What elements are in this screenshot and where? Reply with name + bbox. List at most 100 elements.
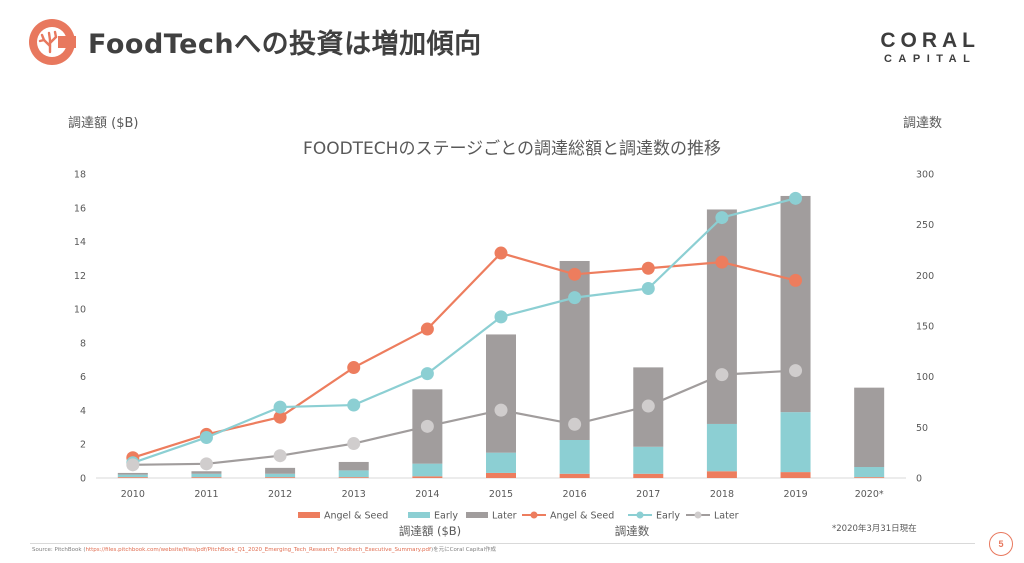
bar-angel-seed (706, 471, 737, 478)
x-tick-label: 2017 (636, 489, 660, 500)
bar-later (486, 334, 516, 453)
marker-early (494, 310, 508, 324)
page-number: 5 (989, 532, 1013, 556)
marker-later (641, 399, 655, 413)
y2-tick-label: 300 (916, 170, 934, 181)
marker-angel-seed (789, 273, 803, 287)
bar-later (265, 467, 296, 474)
bar-early (559, 440, 590, 474)
legend-label: Later (714, 511, 739, 522)
x-tick-label: 2013 (342, 489, 366, 500)
y2-tick-label: 150 (916, 322, 934, 333)
legend-swatch-marker-early (636, 511, 644, 519)
bar-early (633, 446, 664, 474)
legend-label: Angel & Seed (550, 511, 614, 522)
brand-line-2: CAPITAL (883, 53, 977, 65)
marker-later (347, 437, 361, 451)
legend-swatch-bar-early (408, 512, 430, 518)
brand-line-1: CORAL (880, 29, 980, 52)
bar-later (117, 472, 148, 475)
legend-label: Angel & Seed (324, 511, 388, 522)
bar-angel-seed (117, 477, 148, 478)
marker-later (789, 364, 803, 378)
slide-title: FoodTechへの投資は増加傾向 (88, 29, 482, 60)
footer-divider (30, 543, 975, 544)
marker-later (494, 403, 508, 417)
y-tick-label: 12 (74, 271, 86, 282)
y-axis-left-title: 調達額 ($B) (68, 116, 139, 131)
y-tick-label: 8 (80, 338, 86, 349)
y-tick-label: 14 (74, 237, 86, 248)
source-note: Source: PitchBook (https://files.pitchbo… (32, 545, 496, 553)
coral-capital-logo-icon (29, 19, 76, 65)
source-link[interactable]: https://files.pitchbook.com/website/file… (85, 547, 431, 553)
legend-label: Early (656, 511, 680, 522)
marker-angel-seed (641, 261, 655, 275)
bar-later (338, 461, 369, 471)
x-tick-label: 2011 (194, 489, 218, 500)
marker-early (789, 191, 803, 205)
marker-later (273, 449, 287, 463)
brand-logo: CORAL CAPITAL (880, 30, 980, 66)
bar-early (780, 412, 811, 473)
line-later (132, 369, 796, 466)
bar-angel-seed (338, 477, 369, 478)
legend-label: Later (492, 511, 517, 522)
y-tick-label: 4 (80, 406, 86, 417)
marker-early (420, 367, 434, 381)
marker-later (568, 417, 582, 431)
y-tick-label: 2 (80, 440, 86, 451)
marker-early (641, 282, 655, 296)
y-tick-label: 16 (74, 203, 86, 214)
y2-tick-label: 100 (916, 372, 934, 383)
footnote: *2020年3月31日現在 (832, 524, 917, 534)
marker-early (568, 291, 582, 305)
bar-later (706, 209, 737, 424)
marker-early (347, 398, 361, 412)
marker-angel-seed (420, 322, 434, 336)
bar-later (854, 387, 885, 468)
bar-early (412, 463, 443, 477)
x-tick-label: 2016 (563, 489, 587, 500)
x-tick-label: 2018 (710, 489, 734, 500)
y-tick-label: 0 (80, 474, 86, 485)
y2-tick-label: 200 (916, 271, 934, 282)
legend-label: Early (434, 511, 458, 522)
bar-early (706, 423, 737, 472)
source-suffix: )を元にCoral Capital作成 (430, 547, 496, 553)
legend-group-count: 調達数 (615, 524, 650, 538)
bar-angel-seed (412, 476, 443, 478)
marker-angel-seed (715, 255, 729, 269)
marker-angel-seed (273, 410, 287, 424)
bar-early (265, 473, 296, 478)
x-tick-label: 2012 (268, 489, 292, 500)
bar-later (780, 195, 811, 413)
chart-title: FOODTECHのステージごとの調達総額と調達数の推移 (303, 139, 721, 159)
y2-tick-label: 0 (916, 474, 922, 485)
marker-later (126, 458, 140, 472)
marker-early (199, 430, 213, 444)
bar-early (191, 473, 222, 478)
marker-early (715, 211, 729, 225)
x-tick-label: 2015 (489, 489, 513, 500)
y2-tick-label: 50 (916, 423, 928, 434)
y-tick-label: 10 (74, 305, 86, 316)
x-tick-label: 2020* (855, 489, 884, 500)
bar-early (854, 467, 885, 478)
bar-angel-seed (486, 472, 516, 478)
bar-early (338, 470, 369, 478)
x-tick-label: 2014 (415, 489, 439, 500)
y-axis-right-title: 調達数 (902, 116, 942, 131)
legend-group-amount: 調達額 ($B) (399, 524, 461, 538)
source-prefix: Source: PitchBook ( (32, 547, 86, 553)
y2-tick-label: 250 (916, 220, 934, 231)
y-tick-label: 6 (80, 372, 86, 383)
legend-swatch-bar-angel-seed (298, 512, 320, 518)
bar-angel-seed (265, 477, 296, 478)
x-tick-label: 2010 (121, 489, 145, 500)
bar-later (191, 471, 222, 474)
x-tick-label: 2019 (783, 489, 807, 500)
legend-swatch-marker-angel-seed (530, 511, 538, 519)
marker-later (420, 419, 434, 433)
